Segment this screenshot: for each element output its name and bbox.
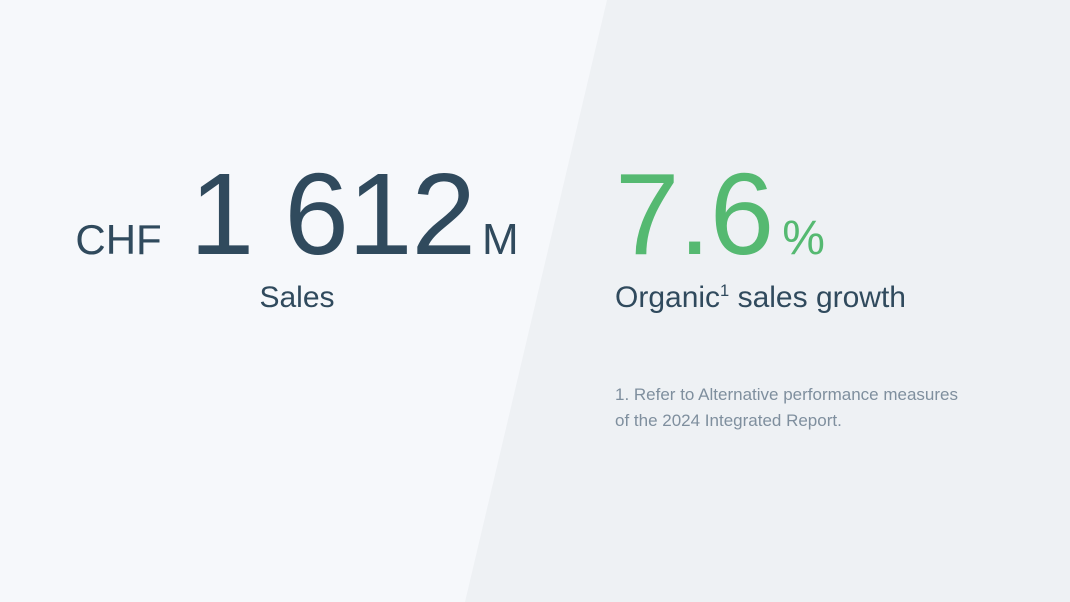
sales-figure-row: CHF 1 612 M [72,156,522,272]
sales-unit: M [481,215,519,264]
growth-label: Organic1 sales growth [615,280,995,316]
sales-currency: CHF [75,216,162,263]
sales-stat-block: CHF 1 612 M Sales [72,156,522,316]
growth-unit: % [782,212,825,265]
growth-label-superscript: 1 [720,282,730,300]
footnote: 1. Refer to Alternative performance meas… [615,385,958,430]
growth-label-rest: sales growth [729,281,906,314]
sales-value: 1 612 [189,149,476,279]
growth-value: 7.6 [615,149,774,279]
growth-stat-block: 7.6 % Organic1 sales growth 1. Refer to … [615,156,995,433]
sales-label: Sales [259,281,335,314]
growth-figure-row: 7.6 % [615,156,995,272]
growth-label-text: Organic [615,281,721,314]
